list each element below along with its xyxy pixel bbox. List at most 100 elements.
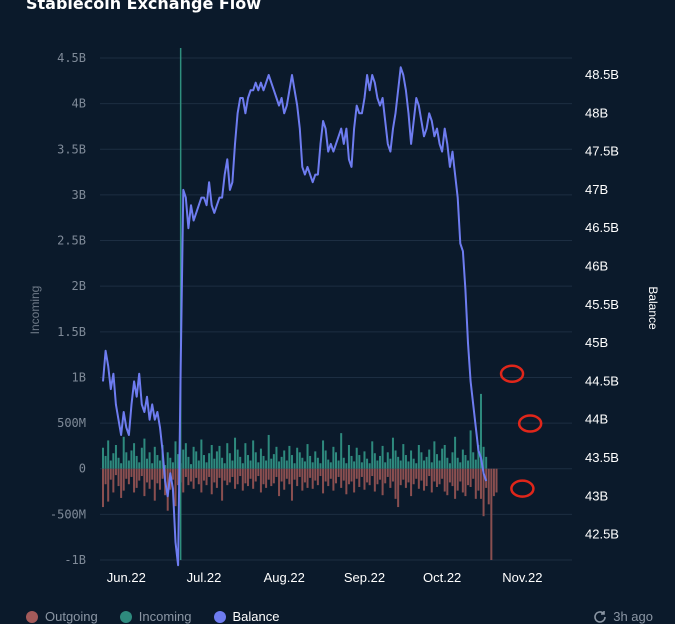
outgoing-bar	[267, 468, 270, 480]
incoming-bar	[451, 452, 454, 469]
outgoing-bar	[371, 468, 374, 477]
outgoing-bar	[112, 468, 115, 493]
outgoing-bar	[171, 468, 174, 480]
incoming-bar	[262, 455, 265, 469]
outgoing-bar	[446, 468, 449, 496]
incoming-bar	[355, 447, 358, 469]
outgoing-bar	[404, 468, 407, 488]
outgoing-bar	[140, 468, 143, 477]
outgoing-bar	[472, 468, 475, 479]
incoming-bar	[345, 463, 348, 469]
legend-swatch-incoming	[119, 610, 132, 623]
incoming-bar	[417, 444, 420, 469]
outgoing-bar	[239, 468, 242, 477]
outgoing-bar	[249, 468, 252, 479]
incoming-bar	[143, 438, 146, 469]
outgoing-bar	[363, 468, 366, 490]
x-tick-label: Nov.22	[502, 570, 542, 585]
incoming-bar	[329, 462, 332, 469]
legend-item-balance[interactable]: Balance	[213, 609, 280, 624]
legend-swatch-outgoing	[26, 610, 38, 623]
y-tick-label-right: 45.5B	[585, 297, 619, 312]
incoming-bar	[340, 433, 343, 469]
y-tick-label-right: 46.5B	[585, 220, 619, 235]
incoming-bar	[257, 462, 260, 469]
outgoing-bar	[259, 468, 262, 493]
y-tick-label-right: 43.5B	[585, 450, 619, 465]
outgoing-bar	[438, 468, 441, 485]
y-tick-label-left: 3.5B	[57, 142, 86, 156]
incoming-bar	[164, 465, 167, 469]
incoming-bar	[218, 445, 221, 469]
balance-series-line	[102, 66, 488, 567]
y-tick-label-right: 43B	[585, 488, 608, 503]
incoming-bar	[205, 462, 208, 469]
outgoing-bar	[298, 468, 301, 477]
incoming-bar	[407, 461, 410, 469]
outgoing-bar	[275, 468, 278, 477]
outgoing-bar	[347, 468, 350, 485]
incoming-bar	[296, 447, 299, 469]
incoming-bar	[464, 455, 467, 469]
incoming-bar	[469, 430, 472, 469]
incoming-bar	[117, 457, 120, 469]
legend-item-incoming[interactable]: Incoming	[119, 609, 192, 624]
outgoing-bar	[433, 468, 436, 482]
outgoing-bar	[355, 468, 358, 479]
incoming-bar	[412, 458, 415, 469]
incoming-bar	[135, 455, 138, 469]
outgoing-bar	[117, 468, 120, 487]
y-tick-label-right: 48.5B	[585, 67, 619, 82]
incoming-bar	[125, 452, 128, 469]
outgoing-bar	[156, 468, 159, 484]
outgoing-bar	[221, 468, 224, 501]
incoming-bar	[402, 444, 405, 469]
incoming-bar	[210, 444, 213, 469]
incoming-bar	[133, 443, 136, 469]
incoming-bar	[246, 455, 249, 469]
incoming-bar	[226, 443, 229, 469]
outgoing-bar	[102, 468, 104, 508]
legend-item-outgoing[interactable]: Outgoing	[26, 609, 98, 624]
legend: Outgoing Incoming Balance	[26, 609, 280, 624]
incoming-bar	[456, 457, 459, 469]
incoming-bar	[234, 437, 237, 469]
outgoing-bar	[122, 468, 125, 491]
outgoing-bar	[290, 468, 293, 501]
outgoing-bar	[337, 468, 340, 477]
outgoing-bar	[420, 468, 423, 481]
outgoing-bar	[210, 468, 213, 495]
legend-label-outgoing: Outgoing	[45, 609, 98, 624]
outgoing-bar	[399, 468, 402, 486]
y-tick-label-left: 0	[79, 462, 86, 476]
refresh-icon	[594, 610, 607, 623]
outgoing-bar	[262, 468, 265, 485]
outgoing-bar	[340, 468, 343, 488]
outgoing-bar	[104, 468, 107, 485]
y-tick-label-left: 4.5B	[57, 51, 86, 65]
outgoing-bar	[376, 468, 379, 485]
outgoing-bar	[479, 468, 482, 499]
incoming-bar	[399, 460, 402, 469]
annotation-circle	[499, 364, 525, 383]
outgoing-bar	[451, 468, 454, 487]
outgoing-bar	[303, 468, 306, 483]
outgoing-bar	[324, 468, 327, 482]
y-axis-label-right: Balance	[646, 286, 660, 330]
outgoing-bar	[252, 468, 255, 489]
incoming-bar	[342, 457, 345, 469]
y-tick-label-left: -1B	[64, 553, 86, 567]
outgoing-bar	[114, 468, 117, 476]
outgoing-bar	[234, 468, 237, 489]
outgoing-bar	[394, 468, 397, 499]
incoming-bar	[109, 460, 112, 469]
outgoing-bar	[435, 468, 438, 487]
incoming-bar	[156, 455, 159, 469]
outgoing-bar	[231, 468, 234, 477]
incoming-bar	[254, 452, 257, 469]
outgoing-bar	[327, 468, 330, 487]
outgoing-bar	[415, 468, 418, 479]
incoming-bar	[391, 437, 394, 469]
outgoing-bar	[417, 468, 420, 489]
incoming-bar	[335, 452, 337, 469]
